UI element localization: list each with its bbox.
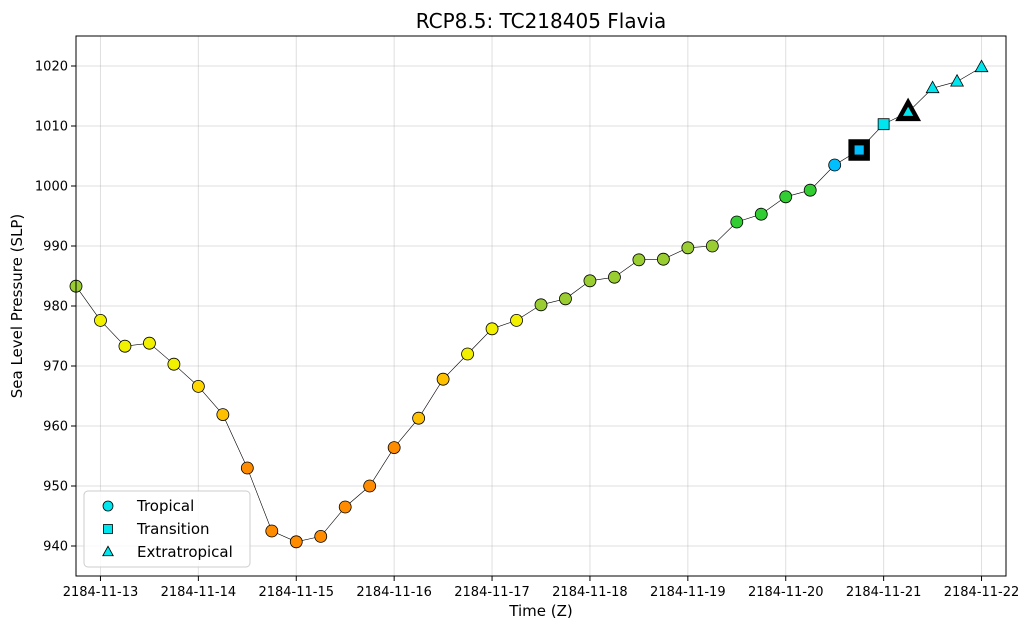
track-point (828, 158, 842, 172)
y-tick-label: 1010 (35, 120, 68, 135)
legend-label: Transition (136, 520, 210, 538)
track-point (314, 530, 328, 543)
track-point (925, 80, 940, 94)
track-point (583, 274, 597, 288)
track-point (681, 241, 695, 255)
legend-label: Tropical (136, 497, 194, 515)
track-point (632, 253, 646, 267)
x-tick-label: 2184-11-15 (258, 585, 334, 600)
y-tick-label: 970 (43, 360, 68, 375)
track-point (974, 59, 989, 73)
x-tick-label: 2184-11-20 (748, 585, 824, 600)
track-point (608, 270, 621, 284)
track-point (387, 441, 401, 455)
x-tick-label: 2184-11-13 (63, 585, 139, 600)
track-point (705, 239, 719, 253)
legend-label: Extratropical (137, 543, 233, 561)
track-point (877, 118, 890, 131)
y-tick-label: 980 (43, 300, 68, 315)
track-point (167, 357, 181, 371)
x-tick-label: 2184-11-21 (846, 585, 922, 600)
track-point (754, 207, 768, 221)
y-axis-ticks: 940 950 960 970 980 990 1000 1010 1020 (35, 60, 76, 555)
legend-box (83, 490, 251, 568)
y-tick-label: 950 (43, 480, 68, 495)
y-tick-label: 1020 (35, 60, 68, 75)
track-point (363, 479, 377, 493)
track-point (143, 336, 156, 350)
x-tick-label: 2184-11-16 (356, 585, 432, 600)
legend-marker (103, 524, 113, 534)
track-point (118, 339, 132, 353)
track-point (779, 190, 793, 204)
x-tick-label: 2184-11-18 (552, 585, 628, 600)
track-point (191, 379, 205, 393)
track-point (730, 215, 744, 229)
track-point (803, 183, 817, 197)
track-point (216, 408, 230, 422)
track-point (412, 411, 426, 425)
track-points (69, 59, 989, 549)
y-tick-label: 940 (43, 540, 68, 555)
x-tick-label: 2184-11-17 (454, 585, 530, 600)
chart-title: RCP8.5: TC218405 Flavia (416, 9, 667, 33)
track-point (265, 524, 279, 538)
track-point (461, 347, 474, 361)
legend: Tropical Transition Extratropical (83, 490, 251, 568)
legend-marker (102, 500, 114, 512)
track-point (510, 313, 523, 327)
track-point (559, 292, 572, 306)
track-point (656, 252, 670, 266)
track-point (289, 535, 303, 549)
track-line (75, 66, 982, 543)
track-point (853, 144, 865, 156)
x-axis-ticks: 2184-11-13 2184-11-14 2184-11-15 2184-11-16… (63, 576, 1020, 600)
track-point (485, 322, 499, 336)
x-axis-label: Time (Z) (508, 602, 572, 620)
track-point (950, 73, 965, 87)
y-tick-label: 1000 (35, 180, 68, 195)
track-point (94, 313, 107, 327)
track-point (338, 500, 352, 514)
track-line-path (75, 66, 982, 543)
x-tick-label: 2184-11-14 (161, 585, 237, 600)
y-tick-label: 960 (43, 420, 68, 435)
x-tick-label: 2184-11-19 (650, 585, 726, 600)
track-point (901, 105, 915, 117)
y-axis-label: Sea Level Pressure (SLP) (8, 214, 26, 399)
y-tick-label: 990 (43, 240, 68, 255)
track-point (534, 298, 548, 312)
track-point (240, 461, 254, 475)
track-point (436, 372, 450, 386)
x-tick-label: 2184-11-22 (944, 585, 1020, 600)
legend-marker (102, 545, 114, 557)
